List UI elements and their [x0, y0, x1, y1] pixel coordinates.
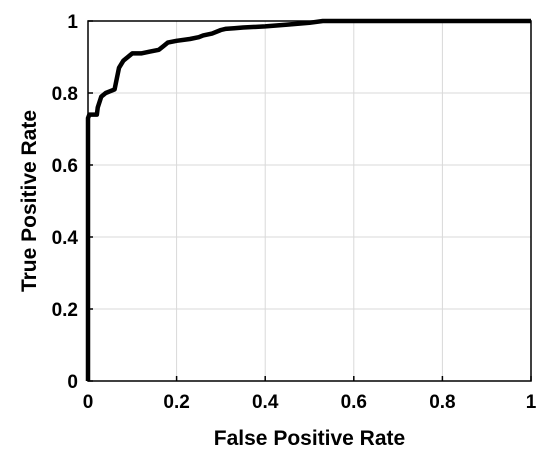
- plot-frame: [87, 20, 532, 382]
- y-tick-label: 0.4: [52, 228, 79, 249]
- plot-background: [88, 21, 531, 381]
- x-tick-label: 0.8: [429, 392, 455, 413]
- x-tick-label: 0.4: [252, 392, 279, 413]
- y-tick-label: 0.2: [52, 300, 78, 321]
- y-tick-label: 1: [67, 12, 78, 33]
- x-tick-label: 1: [526, 392, 537, 413]
- y-tick-label: 0.6: [52, 156, 78, 177]
- x-tick-label: 0.6: [341, 392, 367, 413]
- x-tick-label: 0.2: [163, 392, 189, 413]
- y-axis-label: True Positive Rate: [18, 110, 41, 292]
- y-tick-label: 0: [67, 372, 78, 393]
- x-tick-label: 0: [83, 392, 94, 413]
- grid-lines: [88, 21, 531, 381]
- roc-curve: [85, 18, 531, 381]
- y-tick-label: 0.8: [52, 84, 78, 105]
- axis-ticks: 0 0.2 0.4 0.6 0.8 1 0 0.2 0.4 0.6 0.8 1: [52, 12, 537, 413]
- x-axis-label: False Positive Rate: [214, 427, 405, 450]
